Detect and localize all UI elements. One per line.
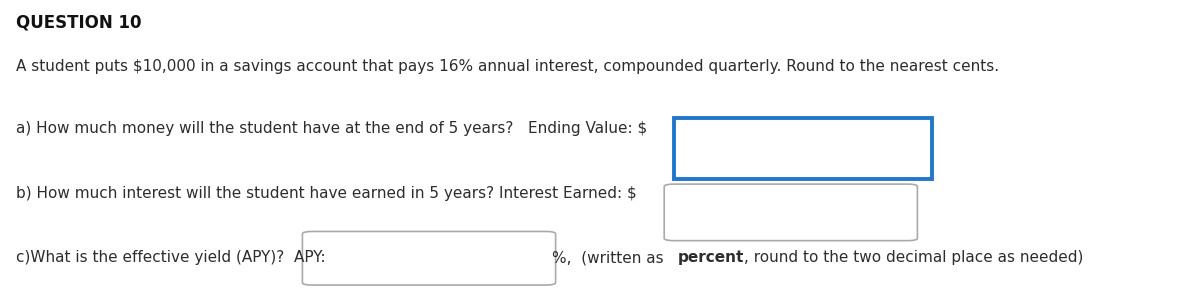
FancyBboxPatch shape bbox=[674, 118, 931, 179]
Text: A student puts $10,000 in a savings account that pays 16% annual interest, compo: A student puts $10,000 in a savings acco… bbox=[16, 59, 998, 74]
Text: %,  (written as: %, (written as bbox=[552, 250, 668, 265]
Text: percent: percent bbox=[678, 250, 744, 265]
Text: a) How much money will the student have at the end of 5 years?   Ending Value: $: a) How much money will the student have … bbox=[16, 121, 647, 136]
FancyBboxPatch shape bbox=[665, 184, 918, 241]
FancyBboxPatch shape bbox=[302, 231, 556, 285]
Text: c)What is the effective yield (APY)?  APY:: c)What is the effective yield (APY)? APY… bbox=[16, 250, 325, 265]
Text: , round to the two decimal place as needed): , round to the two decimal place as need… bbox=[744, 250, 1084, 265]
Text: b) How much interest will the student have earned in 5 years? Interest Earned: $: b) How much interest will the student ha… bbox=[16, 186, 636, 202]
Text: QUESTION 10: QUESTION 10 bbox=[16, 13, 142, 31]
